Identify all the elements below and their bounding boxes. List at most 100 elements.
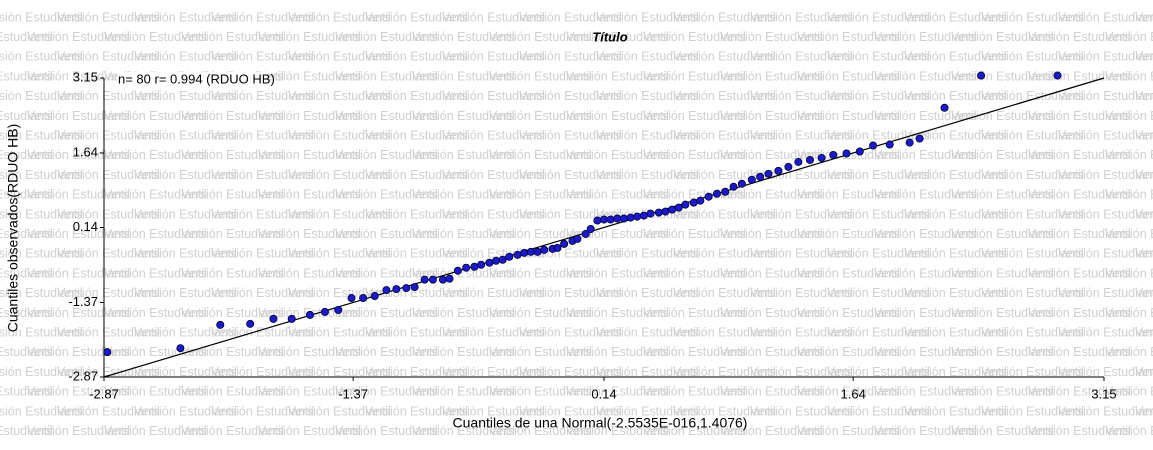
watermark-text: Versión Estudiantil — [904, 50, 1007, 64]
watermark-text: Versión Estudiantil — [258, 345, 361, 359]
watermark-text: Versión Estudiantil — [519, 50, 622, 64]
watermark-text: Versión Estudiantil — [827, 10, 930, 24]
point — [560, 239, 569, 248]
watermark-text: Versión Estudiantil — [0, 227, 53, 241]
watermark-text: Versión Estudiantil — [1058, 325, 1153, 339]
watermark-text: Versión Estudiantil — [1105, 266, 1153, 280]
point — [915, 134, 924, 143]
watermark-text: Versión Estudiantil — [874, 345, 977, 359]
watermark-text: Versión Estudiantil — [0, 365, 83, 379]
watermark-text: Versión Estudiantil — [211, 50, 314, 64]
watermark-text: Versión Estudiantil — [335, 148, 438, 162]
point — [885, 140, 894, 149]
watermark-text: Versión Estudiantil — [1058, 365, 1153, 379]
watermark-text: Versión Estudiantil — [951, 227, 1054, 241]
watermark-text: Versión Estudiantil — [258, 424, 361, 438]
point — [756, 172, 765, 181]
y-tick-label: -2.87 — [68, 368, 98, 383]
point — [477, 260, 486, 269]
watermark-text: Versión Estudiantil — [1058, 50, 1153, 64]
point — [453, 266, 462, 275]
point — [593, 216, 602, 225]
watermark-text: Versión Estudiantil — [27, 424, 130, 438]
watermark-text: Versión Estudiantil — [0, 385, 53, 399]
watermark-text: Versión Estudiantil — [750, 207, 853, 221]
point — [613, 214, 622, 223]
watermark-text: Versión Estudiantil — [57, 10, 160, 24]
watermark-text: Versión Estudiantil — [596, 325, 699, 339]
watermark-text: Versión Estudiantil — [211, 365, 314, 379]
watermark-text: Versión Estudiantil — [104, 109, 207, 123]
watermark-text: Versión Estudiantil — [412, 424, 515, 438]
point — [347, 294, 356, 303]
watermark-text: Versión Estudiantil — [181, 30, 284, 44]
watermark-text: Versión Estudiantil — [0, 325, 83, 339]
watermark-text: Versión Estudiantil — [1105, 69, 1153, 83]
watermark-text: Versión Estudiantil — [489, 227, 592, 241]
watermark-text: Versión Estudiantil — [412, 188, 515, 202]
watermark-text: Versión Estudiantil — [904, 10, 1007, 24]
point — [359, 294, 368, 303]
watermark-text: Versión Estudiantil — [827, 207, 930, 221]
watermark-text: Versión Estudiantil — [797, 266, 900, 280]
watermark-text: Versión Estudiantil — [211, 89, 314, 103]
watermark-text: Versión Estudiantil — [0, 306, 53, 320]
watermark-text: Versión Estudiantil — [981, 286, 1084, 300]
watermark-text: Versión Estudiantil — [1028, 188, 1131, 202]
watermark-text: Versión Estudiantil — [566, 385, 669, 399]
watermark-text: Versión Estudiantil — [643, 227, 746, 241]
point — [774, 166, 783, 175]
watermark-text: Versión Estudiantil — [874, 30, 977, 44]
reference-line — [103, 77, 1105, 378]
watermark-text: Versión Estudiantil — [211, 168, 314, 182]
watermark-text: Versión Estudiantil — [335, 266, 438, 280]
watermark-text: Versión Estudiantil — [1028, 148, 1131, 162]
watermark-text: Versión Estudiantil — [797, 306, 900, 320]
point — [626, 213, 635, 222]
point — [573, 234, 582, 243]
watermark-text: Versión Estudiantil — [673, 286, 776, 300]
watermark-text: Versión Estudiantil — [981, 168, 1084, 182]
watermark-text: Versión Estudiantil — [1105, 345, 1153, 359]
watermark-text: Versión Estudiantil — [874, 266, 977, 280]
watermark-text: Versión Estudiantil — [643, 69, 746, 83]
watermark-text: Versión Estudiantil — [335, 385, 438, 399]
watermark-text: Versión Estudiantil — [57, 247, 160, 261]
watermark-text: Versión Estudiantil — [750, 365, 853, 379]
watermark-text: Versión Estudiantil — [519, 286, 622, 300]
watermark-text: Versión Estudiantil — [1135, 286, 1153, 300]
watermark-text: Versión Estudiantil — [1028, 306, 1131, 320]
watermark-text: Versión Estudiantil — [643, 266, 746, 280]
watermark-text: Versión Estudiantil — [904, 168, 1007, 182]
watermark-text: Versión Estudiantil — [596, 168, 699, 182]
watermark-text: Versión Estudiantil — [288, 207, 391, 221]
watermark-text: Versión Estudiantil — [750, 286, 853, 300]
watermark-text: Versión Estudiantil — [750, 247, 853, 261]
watermark-text: Versión Estudiantil — [827, 286, 930, 300]
watermark-text: Versión Estudiantil — [57, 207, 160, 221]
watermark-text: Versión Estudiantil — [442, 365, 545, 379]
watermark-text: Versión Estudiantil — [1135, 89, 1153, 103]
watermark-text: Versión Estudiantil — [335, 424, 438, 438]
annotation: n= 80 r= 0.994 (RDUO HB) — [118, 71, 275, 86]
point — [729, 182, 738, 191]
watermark-text: Versión Estudiantil — [0, 207, 83, 221]
watermark-text: Versión Estudiantil — [720, 227, 823, 241]
watermark-text: Versión Estudiantil — [519, 404, 622, 418]
watermark-text: Versión Estudiantil — [104, 30, 207, 44]
point — [382, 286, 391, 295]
watermark-text: Versión Estudiantil — [412, 227, 515, 241]
point — [428, 275, 437, 284]
watermark-text: Versión Estudiantil — [566, 148, 669, 162]
watermark-text: Versión Estudiantil — [211, 286, 314, 300]
watermark-text: Versión Estudiantil — [57, 325, 160, 339]
watermark-text: Versión Estudiantil — [1135, 128, 1153, 142]
point — [526, 247, 535, 256]
watermark-text: Versión Estudiantil — [951, 385, 1054, 399]
watermark-text: Versión Estudiantil — [365, 128, 468, 142]
watermark-text: Versión Estudiantil — [904, 325, 1007, 339]
watermark-text: Versión Estudiantil — [951, 266, 1054, 280]
point — [305, 310, 314, 319]
watermark-text: Versión Estudiantil — [904, 89, 1007, 103]
watermark-text: Versión Estudiantil — [258, 30, 361, 44]
